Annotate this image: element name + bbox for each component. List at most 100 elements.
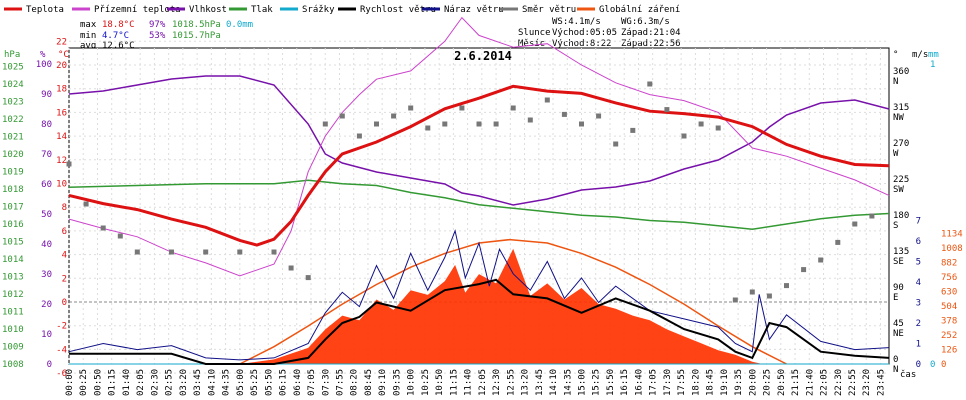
wind-direction-point-39	[801, 267, 807, 273]
hpa-tick-17: 1025	[2, 63, 24, 73]
wind-tick-7: 7	[916, 217, 921, 227]
time-tick-56: 23:20	[862, 369, 872, 396]
info-sun-label: Slunce	[518, 28, 551, 38]
wind-direction-point-15	[391, 113, 397, 119]
rad-tick-0: 0	[941, 360, 946, 370]
axis-rain-unit: mm	[928, 50, 939, 60]
info-moonset: Západ:22:56	[621, 39, 681, 49]
wind-direction-point-1	[83, 201, 89, 207]
temp-tick-5: 4	[62, 251, 67, 261]
time-tick-4: 01:40	[122, 369, 132, 396]
hpa-tick-16: 1024	[2, 80, 24, 90]
time-tick-37: 15:25	[592, 369, 602, 396]
time-tick-19: 07:55	[335, 369, 345, 396]
stat-max-label: max	[80, 20, 97, 30]
wind-direction-point-31	[664, 107, 670, 113]
temp-tick-10: 14	[56, 132, 67, 142]
time-tick-27: 11:15	[449, 369, 459, 396]
time-tick-51: 21:15	[791, 369, 801, 396]
series-layer	[66, 16, 890, 365]
time-tick-10: 04:10	[207, 369, 217, 396]
rad-tick-6: 756	[941, 273, 957, 283]
series-pressure-line	[68, 179, 890, 230]
hpa-tick-14: 1022	[2, 115, 24, 125]
wind-tick-4: 4	[916, 278, 921, 288]
time-tick-35: 14:35	[563, 369, 573, 396]
temp-tick-7: 8	[62, 203, 67, 213]
time-tick-9: 03:45	[193, 369, 203, 396]
wind-direction-point-7	[237, 249, 243, 255]
wind-direction-point-43	[869, 213, 875, 219]
temp-tick-13: 20	[56, 61, 67, 71]
series-wind-gust-line	[68, 229, 890, 361]
stats-box: max 18.8°C 97% 1018.5hPa 0.0mm min 4.7°C 53% 101…	[80, 20, 253, 51]
hpa-tick-7: 1015	[2, 238, 24, 248]
wind-tick-1: 1	[916, 340, 921, 350]
wind-direction-point-24	[544, 97, 550, 103]
legend-label-1: Přízemní teplota	[94, 5, 181, 15]
hpa-tick-6: 1014	[2, 255, 24, 265]
wind-direction-point-29	[630, 127, 636, 133]
wind-direction-point-10	[305, 275, 311, 281]
chart-legend: Teplota Přízemní teplota Vlhkost Tlak Srážky…	[4, 5, 680, 15]
rad-tick-7: 882	[941, 258, 957, 268]
info-moonrise: Východ:8:22	[552, 39, 612, 49]
dir-tick-6: 270	[893, 139, 909, 149]
time-tick-48: 20:00	[748, 369, 758, 396]
legend-label-5: Rychlost větru	[360, 5, 436, 15]
time-tick-23: 09:35	[392, 369, 402, 396]
time-tick-43: 17:55	[677, 369, 687, 396]
wind-direction-point-8	[271, 249, 277, 255]
temp-tick-1: -4	[56, 345, 67, 355]
temp-tick-8: 10	[56, 180, 67, 190]
wind-direction-point-32	[681, 133, 687, 139]
stat-min-temp: 4.7°C	[102, 31, 129, 41]
wind-direction-point-2	[100, 225, 106, 231]
hpa-tick-10: 1018	[2, 185, 24, 195]
pct-tick-3: 30	[41, 270, 52, 280]
rad-tick-3: 378	[941, 316, 957, 326]
time-tick-28: 11:40	[464, 369, 474, 396]
time-tick-6: 02:30	[150, 369, 160, 396]
info-sunrise: Východ:05:05	[552, 28, 617, 38]
time-tick-25: 10:25	[421, 369, 431, 396]
hpa-tick-4: 1012	[2, 290, 24, 300]
time-tick-39: 16:15	[620, 369, 630, 396]
time-tick-26: 10:50	[435, 369, 445, 396]
stat-max-hum: 97%	[149, 20, 166, 30]
wind-direction-point-23	[527, 117, 533, 123]
time-tick-22: 09:10	[378, 369, 388, 396]
time-tick-2: 00:50	[93, 369, 103, 396]
rad-tick-9: 1134	[941, 229, 963, 239]
hpa-tick-5: 1013	[2, 273, 24, 283]
time-tick-33: 13:45	[535, 369, 545, 396]
dir-name-1: NE	[893, 329, 904, 339]
rad-tick-2: 252	[941, 331, 957, 341]
time-tick-29: 12:05	[478, 369, 488, 396]
wind-direction-point-41	[835, 239, 841, 245]
time-tick-14: 05:50	[264, 369, 274, 396]
info-sunset: Západ:21:04	[621, 28, 681, 38]
legend-label-3: Tlak	[251, 5, 273, 15]
time-tick-52: 21:40	[805, 369, 815, 396]
stat-max-press: 1018.5hPa	[172, 20, 221, 30]
time-tick-7: 02:55	[165, 369, 175, 396]
time-tick-34: 14:10	[549, 369, 559, 396]
time-tick-3: 01:15	[108, 369, 118, 396]
series-humidity-line	[68, 75, 890, 206]
dir-tick-1: 45	[893, 319, 904, 329]
time-tick-12: 05:00	[236, 369, 246, 396]
dir-tick-5: 225	[893, 175, 909, 185]
wind-direction-point-6	[203, 249, 209, 255]
wind-tick-5: 5	[916, 258, 921, 268]
time-tick-5: 02:05	[136, 369, 146, 396]
time-tick-53: 22:05	[820, 369, 830, 396]
rad-tick-8: 1008	[941, 244, 963, 254]
wind-tick-3: 3	[916, 299, 921, 309]
wind-direction-point-9	[288, 265, 294, 271]
time-tick-55: 22:55	[848, 369, 858, 396]
wind-direction-point-25	[561, 111, 567, 117]
time-tick-17: 07:05	[307, 369, 317, 396]
wind-tick-6: 6	[916, 237, 921, 247]
